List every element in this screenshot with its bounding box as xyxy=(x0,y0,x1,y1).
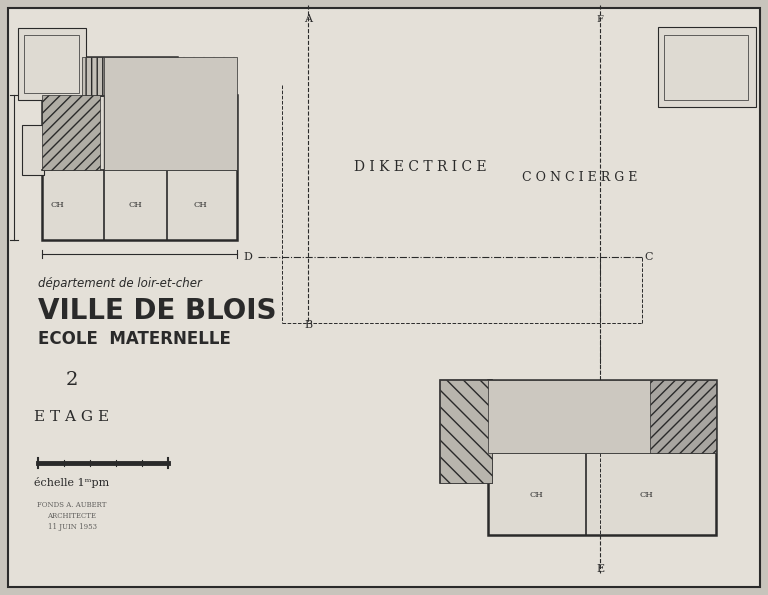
Bar xyxy=(488,380,716,453)
Bar xyxy=(82,57,177,95)
Text: département de loir-et-cher: département de loir-et-cher xyxy=(38,277,202,290)
Bar xyxy=(42,95,237,240)
Text: VILLE DE BLOIS: VILLE DE BLOIS xyxy=(38,297,276,325)
Text: C O N C I E R G E: C O N C I E R G E xyxy=(522,171,637,183)
Bar xyxy=(18,28,86,100)
Text: CH: CH xyxy=(50,201,64,209)
Text: 11 JUIN 1953: 11 JUIN 1953 xyxy=(48,523,97,531)
Bar xyxy=(586,384,608,400)
Bar xyxy=(104,57,237,170)
Text: 2: 2 xyxy=(66,371,78,389)
Text: E: E xyxy=(596,564,604,574)
Bar xyxy=(440,380,492,483)
Text: CH: CH xyxy=(193,201,207,209)
Bar xyxy=(664,35,748,100)
Text: D: D xyxy=(243,252,252,262)
Text: ARCHITECTE: ARCHITECTE xyxy=(48,512,97,520)
Text: FONDS A. AUBERT: FONDS A. AUBERT xyxy=(38,501,107,509)
Text: B: B xyxy=(304,320,312,330)
Bar xyxy=(650,380,716,453)
Text: CH: CH xyxy=(639,491,653,499)
Bar xyxy=(676,384,698,400)
Text: E T A G E: E T A G E xyxy=(35,410,110,424)
Bar xyxy=(22,125,44,175)
Bar xyxy=(488,380,716,535)
Bar xyxy=(82,57,177,95)
Bar xyxy=(496,384,518,400)
Bar xyxy=(24,35,79,93)
Bar xyxy=(658,27,756,107)
Bar xyxy=(526,384,548,400)
Text: F: F xyxy=(597,14,604,23)
Bar xyxy=(556,384,578,400)
Text: D I K E C T R I C E: D I K E C T R I C E xyxy=(354,160,486,174)
Bar xyxy=(646,384,668,400)
Text: ECOLE  MATERNELLE: ECOLE MATERNELLE xyxy=(38,330,231,348)
Text: échelle 1ᵐpm: échelle 1ᵐpm xyxy=(35,477,110,487)
Text: C: C xyxy=(644,252,653,262)
Bar xyxy=(42,95,100,170)
Text: CH: CH xyxy=(529,491,543,499)
Text: CH: CH xyxy=(128,201,142,209)
Bar xyxy=(616,384,638,400)
Text: A: A xyxy=(304,14,312,24)
Bar xyxy=(440,380,492,483)
